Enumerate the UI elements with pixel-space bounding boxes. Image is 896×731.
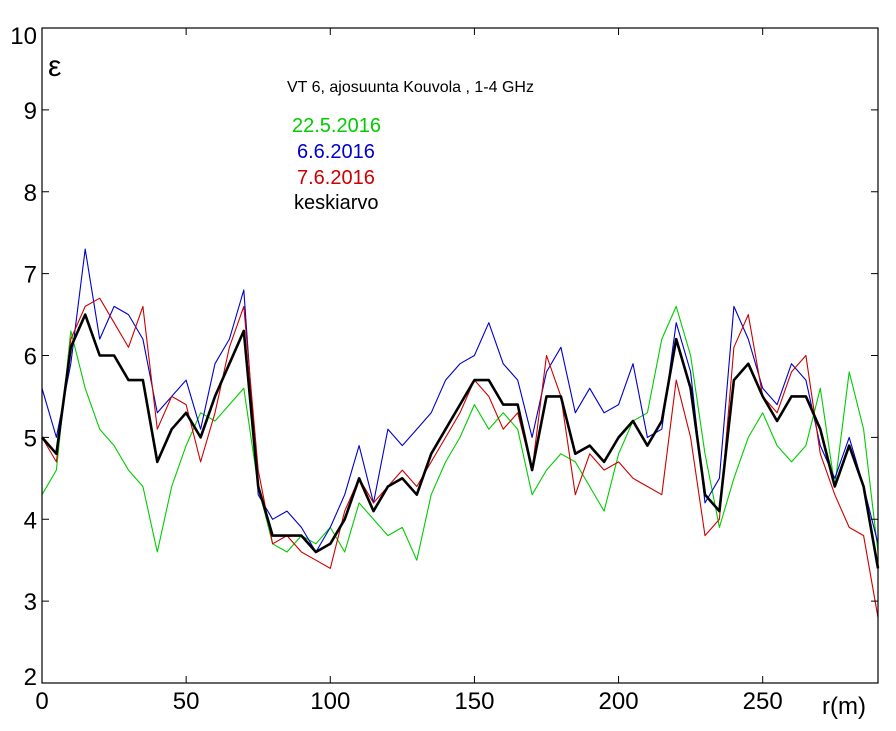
series-line-6-6-2016	[41, 248, 879, 553]
x-tick-label-0: 0	[35, 688, 48, 715]
legend-entry-7-6-2016: 7.6.2016	[297, 167, 375, 189]
y-tick-label-4: 4	[24, 507, 37, 534]
x-tick-label-250: 250	[743, 688, 783, 715]
x-tick-label-150: 150	[454, 688, 494, 715]
y-tick-label-9: 9	[24, 98, 37, 125]
y-tick-label-6: 6	[24, 344, 37, 371]
series-line-7-6-2016	[41, 297, 879, 618]
plot-background	[42, 28, 878, 683]
y-axis-label: ε	[48, 50, 61, 83]
x-axis-label: r(m)	[822, 693, 866, 720]
chart-title: VT 6, ajosuunta Kouvola , 1-4 GHz	[287, 79, 534, 96]
series-line-22-5-2016	[41, 305, 879, 561]
series-layer	[41, 248, 880, 618]
x-tick-label-50: 50	[173, 688, 200, 715]
x-tick-label-100: 100	[310, 688, 350, 715]
series-line-keskiarvo	[41, 313, 880, 569]
x-tick-label-200: 200	[599, 688, 639, 715]
y-tick-label-10: 10	[10, 23, 37, 50]
y-tick-label-7: 7	[24, 262, 37, 289]
legend-entry-6-6-2016: 6.6.2016	[297, 141, 375, 163]
y-tick-label-8: 8	[24, 180, 37, 207]
y-tick-label-2: 2	[24, 664, 37, 691]
y-tick-label-5: 5	[24, 425, 37, 452]
tick-layer: 0 50 100 150 200 250 2 3 4 5 6 7 8 9 10	[10, 23, 878, 715]
legend-entry-22-5-2016: 22.5.2016	[292, 115, 381, 137]
y-tick-label-3: 3	[24, 589, 37, 616]
legend-entry-keskiarvo: keskiarvo	[294, 192, 378, 214]
